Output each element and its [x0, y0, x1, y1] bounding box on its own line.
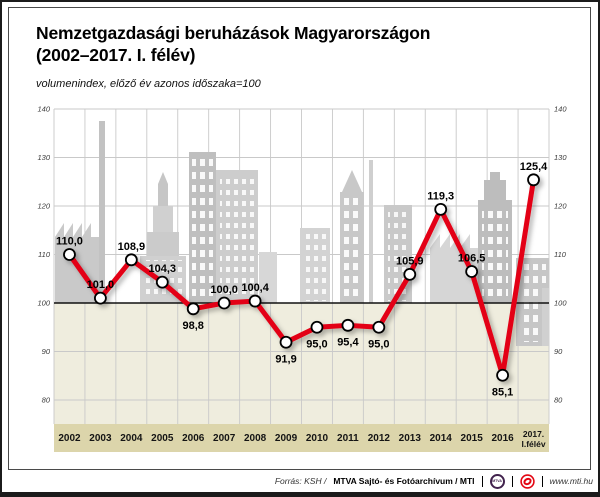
y-axis-tick-label-left: 140	[37, 105, 50, 114]
investment-line-chart: 140 140 130 130 120 120 110 110 100 100 90 90 80 80 20…	[37, 105, 567, 452]
source-prefix: Forrás: KSH /	[274, 476, 327, 486]
data-point-value-label: 101,0	[87, 279, 115, 291]
x-axis-year-label: 2002	[58, 433, 81, 444]
footer-divider	[481, 475, 483, 487]
x-axis-year-label: 2010	[306, 433, 329, 444]
y-axis-tick-label-left: 100	[37, 299, 50, 308]
x-axis-year-label: 2006	[182, 433, 205, 444]
footer-divider	[511, 475, 513, 487]
mtva-logo-text: MTVA	[492, 479, 502, 483]
y-axis-tick-label-right: 90	[554, 347, 563, 356]
data-point-value-label: 85,1	[492, 386, 513, 398]
data-point-value-label: 95,0	[306, 338, 327, 350]
data-point-marker	[465, 265, 479, 278]
year-band	[54, 424, 549, 452]
page-title: Nemzetgazdasági beruházások Magyarország…	[36, 22, 430, 66]
data-point-value-label: 104,3	[149, 263, 177, 275]
data-point-marker	[124, 253, 138, 267]
data-point-marker	[310, 320, 324, 334]
x-axis-year-label: 2016	[491, 433, 514, 444]
title-line-2: (2002–2017. I. félév)	[36, 45, 196, 65]
x-axis-year-label: 2008	[244, 433, 267, 444]
trend-line	[66, 177, 537, 378]
x-axis-year-label: 2011	[337, 433, 359, 444]
data-point-value-label: 95,0	[368, 338, 389, 350]
data-point-marker	[496, 368, 509, 382]
data-point-marker	[403, 267, 417, 281]
x-axis-year-label: 2003	[89, 433, 112, 444]
data-point-value-label: 108,9	[118, 241, 146, 253]
mti-logo-icon	[519, 473, 535, 489]
data-point-value-label: 98,8	[183, 320, 204, 332]
footer-bar: Forrás: KSH / MTVA Sajtó- és Fotóarchívu…	[2, 471, 598, 491]
y-axis-tick-label-right: 100	[554, 299, 567, 308]
x-axis-year-label: 2012	[368, 433, 391, 444]
data-point-value-label: 110,0	[56, 236, 83, 248]
chart-subtitle: volumenindex, előző év azonos időszaka=1…	[36, 78, 261, 90]
y-axis-tick-label-right: 110	[554, 250, 567, 259]
source-credit: MTVA Sajtó- és Fotóarchívum / MTI	[333, 476, 475, 486]
data-point-marker	[527, 173, 540, 187]
y-axis-tick-label-left: 130	[37, 153, 50, 162]
data-point-marker	[434, 202, 448, 216]
x-axis-year-label: 2009	[275, 433, 298, 444]
mtva-logo-icon: MTVA	[489, 473, 505, 489]
data-point-marker	[279, 335, 293, 349]
x-axis-year-label: 2004	[120, 433, 143, 444]
data-point-marker	[217, 296, 231, 310]
y-axis-tick-label-right: 120	[554, 202, 567, 211]
y-axis-tick-label-right: 80	[554, 396, 563, 405]
y-axis-tick-label-left: 90	[42, 347, 51, 356]
x-axis-year-label: 2005	[151, 433, 174, 444]
data-point-marker	[186, 302, 200, 316]
y-axis-tick-label-left: 110	[38, 250, 51, 259]
footer-divider	[541, 475, 543, 487]
data-point-marker	[63, 248, 76, 261]
data-point-value-label: 106,5	[458, 252, 486, 264]
data-point-marker	[248, 294, 262, 308]
website-link: www.mti.hu	[549, 476, 593, 486]
x-axis-year-label: 2013	[399, 433, 422, 444]
x-axis-year-label: 2017. I.félév	[521, 429, 545, 449]
data-point-marker	[341, 318, 355, 332]
title-line-1: Nemzetgazdasági beruházások Magyarország…	[36, 23, 431, 43]
data-point-value-label: 105,9	[396, 255, 424, 267]
data-point-value-label: 125,4	[520, 161, 548, 173]
x-axis-year-label: 2015	[461, 433, 484, 444]
data-point-value-label: 91,9	[275, 353, 296, 365]
data-point-marker	[94, 291, 107, 305]
data-point-value-label: 95,4	[337, 336, 359, 348]
data-point-value-label: 100,4	[241, 282, 269, 294]
x-axis-year-label: 2007	[213, 433, 236, 444]
trend-line-group	[63, 173, 540, 382]
y-axis-tick-label-right: 140	[554, 105, 567, 114]
data-point-marker	[155, 275, 169, 289]
y-axis-tick-label-right: 130	[554, 153, 567, 162]
data-point-value-label: 100,0	[210, 284, 238, 296]
x-axis-year-label: 2014	[430, 433, 453, 444]
data-point-marker	[372, 320, 386, 334]
y-axis-tick-label-left: 120	[37, 202, 50, 211]
y-axis-tick-label-left: 80	[42, 396, 51, 405]
chart-frame: 140 140 130 130 120 120 110 110 100 100 90 90 80 80 20…	[8, 7, 591, 470]
data-point-value-label: 119,3	[427, 190, 454, 202]
